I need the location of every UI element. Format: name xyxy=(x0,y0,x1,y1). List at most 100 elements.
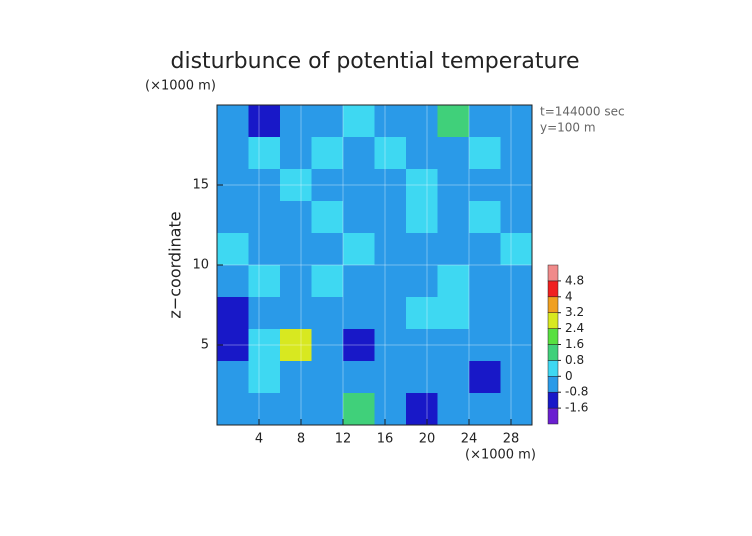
colorbar-tick-label: 2.4 xyxy=(565,321,584,335)
cell xyxy=(217,361,249,394)
cell xyxy=(343,361,375,394)
cell xyxy=(374,201,407,234)
cell xyxy=(248,137,281,170)
cell xyxy=(374,361,407,394)
cell xyxy=(217,297,249,330)
colorbar-tick-label: 0 xyxy=(565,369,573,383)
cell xyxy=(280,233,312,266)
cell xyxy=(437,233,470,266)
cell xyxy=(469,361,501,394)
cell xyxy=(437,329,470,362)
cell xyxy=(437,137,470,170)
cell xyxy=(280,137,312,170)
cell xyxy=(248,105,281,138)
cell xyxy=(500,329,533,362)
colorbar-bin xyxy=(547,280,559,298)
colorbar-tick-label: 4.8 xyxy=(565,273,584,287)
cell xyxy=(311,137,344,170)
cell xyxy=(343,297,375,330)
colorbar-bin xyxy=(547,360,559,377)
cell xyxy=(343,137,375,170)
cell xyxy=(406,393,438,426)
x-tick-label: 16 xyxy=(377,432,394,447)
cell xyxy=(248,329,281,362)
colorbar-tick-label: -1.6 xyxy=(565,401,588,415)
cell xyxy=(469,233,501,266)
colorbar-bin xyxy=(547,407,559,425)
x-tick-label: 4 xyxy=(255,432,263,447)
cell xyxy=(500,393,533,426)
cell xyxy=(280,329,312,362)
cell xyxy=(374,297,407,330)
cell xyxy=(469,329,501,362)
cell xyxy=(437,297,470,330)
cell xyxy=(374,233,407,266)
cell xyxy=(374,329,407,362)
cell xyxy=(343,329,375,362)
cell xyxy=(500,361,533,394)
cell xyxy=(374,265,407,298)
cell xyxy=(217,201,249,234)
y-tick-label: 15 xyxy=(192,178,209,193)
cell xyxy=(217,393,249,426)
cell xyxy=(217,105,249,138)
cell xyxy=(469,297,501,330)
y-unit: (×1000 m) xyxy=(145,79,216,94)
colorbar-tick-label: 1.6 xyxy=(565,337,584,351)
cell xyxy=(311,201,344,234)
cell xyxy=(469,201,501,234)
plot-frame xyxy=(216,104,533,426)
cell xyxy=(248,233,281,266)
cell xyxy=(469,105,501,138)
x-tick-label: 12 xyxy=(335,432,352,447)
cell xyxy=(500,201,533,234)
cell xyxy=(280,201,312,234)
cell xyxy=(248,201,281,234)
chart-title: disturbunce of potential temperature xyxy=(171,49,580,74)
cell xyxy=(374,105,407,138)
x-tick-label: 28 xyxy=(503,432,520,447)
cell xyxy=(248,393,281,426)
cell xyxy=(406,201,438,234)
cell xyxy=(500,105,533,138)
cell xyxy=(500,297,533,330)
cell xyxy=(406,233,438,266)
cell xyxy=(374,137,407,170)
cell xyxy=(343,393,375,426)
x-tick-label: 8 xyxy=(297,432,305,447)
cell xyxy=(343,105,375,138)
cell xyxy=(406,361,438,394)
cell xyxy=(406,105,438,138)
cell xyxy=(343,169,375,202)
cell xyxy=(248,265,281,298)
cell xyxy=(217,265,249,298)
cell xyxy=(311,297,344,330)
x-tick-label: 20 xyxy=(419,432,436,447)
colorbar-bin xyxy=(547,376,559,393)
cell xyxy=(280,169,312,202)
cell xyxy=(469,137,501,170)
cell xyxy=(280,297,312,330)
cell xyxy=(406,329,438,362)
colorbar-tick-label: -0.8 xyxy=(565,385,588,399)
annotation: t=144000 sec xyxy=(540,105,625,119)
cell xyxy=(248,361,281,394)
y-axis-label: z−coordinate xyxy=(166,211,185,318)
cell xyxy=(500,137,533,170)
cell xyxy=(217,233,249,266)
cell xyxy=(343,233,375,266)
cell xyxy=(280,105,312,138)
cell xyxy=(311,361,344,394)
cell xyxy=(311,169,344,202)
cell xyxy=(311,329,344,362)
annotation: y=100 m xyxy=(540,121,596,135)
colorbar-bin xyxy=(547,328,559,345)
cell xyxy=(248,169,281,202)
cell xyxy=(437,265,470,298)
cell xyxy=(280,393,312,426)
cell xyxy=(406,137,438,170)
colorbar-bin xyxy=(547,296,559,313)
colorbar-tick-label: 3.2 xyxy=(565,305,584,319)
cell xyxy=(343,265,375,298)
x-unit: (×1000 m) xyxy=(465,448,536,463)
